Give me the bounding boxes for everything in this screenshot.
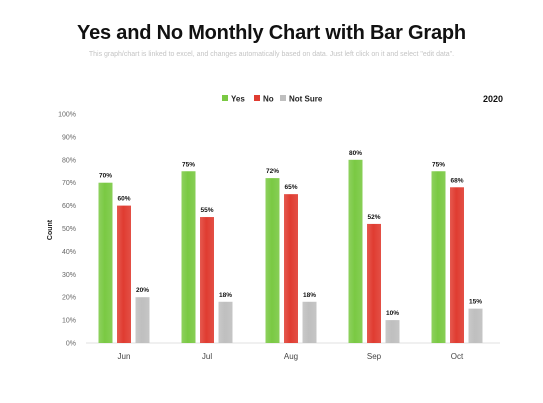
bar-not-sure-aug [302,301,317,343]
data-label: 10% [386,310,399,317]
bar-no-jul [200,217,214,343]
data-label: 15% [469,299,482,306]
legend-swatch-no [254,95,260,101]
data-label: 20% [136,287,149,294]
slide-subtitle: This graph/chart is linked to excel, and… [88,51,455,58]
y-tick-label: 90% [62,134,76,141]
data-label: 60% [117,196,130,203]
bar-yes-sep [348,159,363,343]
year-label: 2020 [483,94,503,104]
legend: Yes No Not Sure [222,95,323,104]
data-label: 65% [284,184,297,191]
x-tick-label: Sep [367,352,382,361]
data-label: 70% [99,173,112,180]
x-tick-label: Jun [118,352,131,361]
data-label: 18% [303,292,316,299]
bar-not-sure-sep [385,320,400,343]
data-label: 52% [367,214,380,221]
bar-not-sure-oct [468,308,483,343]
y-tick-label: 40% [62,249,76,256]
data-label: 75% [432,161,445,168]
x-tick-label: Aug [284,352,298,361]
x-tick-label: Jul [202,352,212,361]
y-tick-label: 30% [62,272,76,279]
x-tick-label: Oct [451,352,464,361]
data-label: 72% [266,168,279,175]
y-tick-label: 100% [58,112,76,119]
y-axis: 0% 10% 20% 30% 40% 50% 60% 70% 80% 90% 100% [58,112,76,348]
data-label: 80% [349,150,362,157]
bar-yes-jul [181,171,196,343]
legend-label-no: No [263,95,274,104]
legend-swatch-yes [222,95,228,101]
y-tick-label: 60% [62,203,76,210]
data-label: 75% [182,161,195,168]
y-axis-label: Count [47,219,54,240]
slide-title: Yes and No Monthly Chart with Bar Graph [77,22,466,44]
y-tick-label: 80% [62,157,76,164]
y-tick-label: 50% [62,226,76,233]
bar-yes-oct [431,171,446,343]
data-label: 18% [219,292,232,299]
y-tick-label: 10% [62,318,76,325]
data-label: 55% [200,207,213,214]
y-tick-label: 70% [62,180,76,187]
bar-no-oct [450,187,464,343]
bar-no-jun [117,205,131,343]
x-axis: Jun Jul Aug Sep Oct [118,352,464,361]
bar-yes-jun [98,182,113,343]
legend-label-not-sure: Not Sure [289,95,323,104]
bar-no-aug [284,194,298,343]
bar-not-sure-jul [218,301,233,343]
plot-area: 70% 60% 20% 75% 55% 18% 72% 65% 18% 80% 52% 10% 75% 6… [98,150,483,343]
bar-not-sure-jun [135,297,150,343]
bar-yes-aug [265,178,280,343]
legend-swatch-not-sure [280,95,286,101]
y-tick-label: 0% [66,341,76,348]
data-label: 68% [450,177,463,184]
bar-no-sep [367,223,381,343]
y-tick-label: 20% [62,295,76,302]
legend-label-yes: Yes [231,95,245,104]
